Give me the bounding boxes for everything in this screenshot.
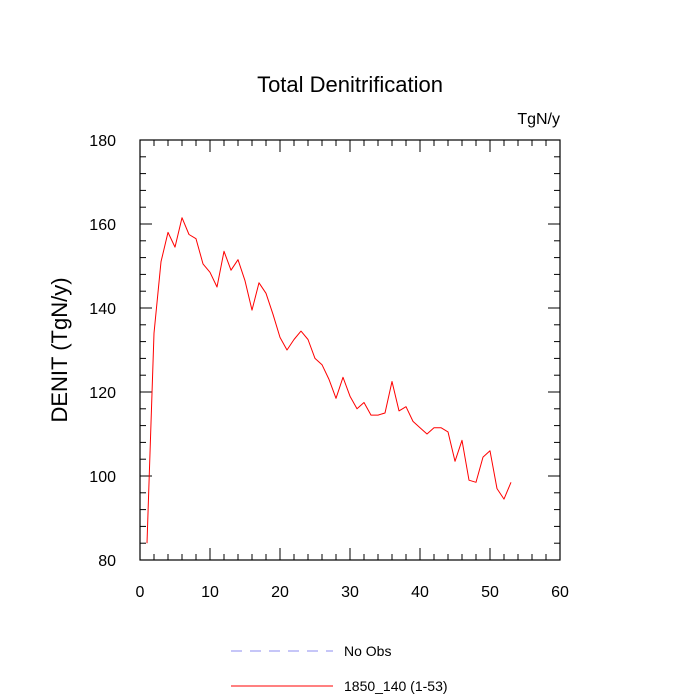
x-tick-label: 10	[201, 584, 219, 601]
chart-title: Total Denitrification	[257, 72, 443, 97]
y-tick-label: 100	[89, 469, 116, 486]
x-tick-label: 0	[136, 584, 145, 601]
units-label: TgN/y	[517, 111, 560, 128]
axis-ticks	[139, 139, 561, 561]
x-tick-label: 20	[271, 584, 289, 601]
x-tick-label: 50	[481, 584, 499, 601]
legend-label: 1850_140 (1-53)	[344, 678, 448, 694]
y-tick-label: 160	[89, 217, 116, 234]
x-tick-label: 30	[341, 584, 359, 601]
series-line	[146, 217, 512, 544]
y-tick-label: 140	[89, 301, 116, 318]
y-tick-label: 120	[89, 385, 116, 402]
legend: No Obs 1850_140 (1-53)	[231, 643, 448, 694]
y-tick-label: 180	[89, 133, 116, 150]
y-axis-label: DENIT (TgN/y)	[47, 277, 72, 422]
plot-series	[146, 217, 512, 544]
x-tick-label: 60	[551, 584, 569, 601]
axis-tick-labels: 0 10 20 30 40 50 60 80 100 120 140 160 180	[89, 133, 569, 601]
plot-frame	[139, 139, 561, 561]
y-tick-label: 80	[98, 553, 116, 570]
legend-label: No Obs	[344, 643, 391, 659]
x-tick-label: 40	[411, 584, 429, 601]
